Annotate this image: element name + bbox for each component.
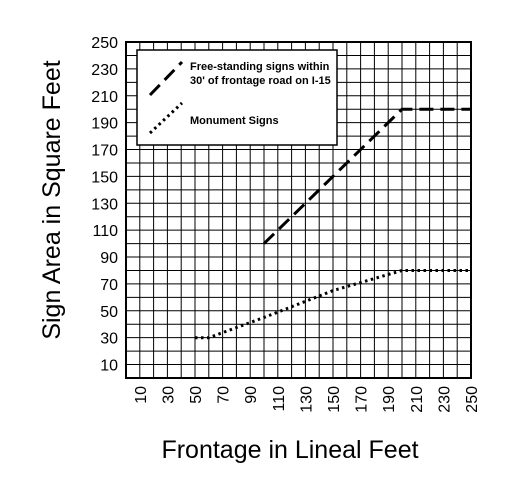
x-tick-label: 150 xyxy=(326,386,343,413)
y-tick-label: 50 xyxy=(100,304,118,321)
y-tick-label: 70 xyxy=(100,277,118,294)
x-tick-label: 90 xyxy=(243,386,260,404)
y-tick-label: 170 xyxy=(91,143,118,160)
x-tick-label: 70 xyxy=(216,386,233,404)
y-tick-label: 110 xyxy=(92,223,118,240)
series-layer xyxy=(195,107,471,340)
y-tick-label: 250 xyxy=(91,35,118,52)
legend-swatch xyxy=(148,101,184,135)
y-tick-labels: 10 30 50 70 90 110 130 150 170 190 210 230 250 xyxy=(91,35,118,375)
x-tick-label: 110 xyxy=(271,386,288,412)
y-tick-label: 10 xyxy=(100,358,118,375)
y-tick-label: 30 xyxy=(100,331,118,348)
x-tick-label: 30 xyxy=(160,386,177,404)
x-tick-label: 250 xyxy=(464,386,481,413)
legend-label: Monument Signs xyxy=(190,115,279,127)
x-tick-label: 210 xyxy=(409,386,426,413)
y-tick-label: 150 xyxy=(91,169,118,186)
x-tick-label: 10 xyxy=(133,386,150,404)
series-line-monument-signs xyxy=(195,269,471,340)
y-tick-label: 210 xyxy=(91,89,118,106)
legend-box xyxy=(136,49,338,146)
legend: Free-standing signs within 30' of frontag… xyxy=(136,49,338,146)
x-tick-label: 130 xyxy=(298,386,315,413)
legend-label: Free-standing signs within 30' of frontag… xyxy=(190,61,331,87)
x-tick-labels: 10 30 50 70 90 110 130 150 170 190 210 230 250 xyxy=(133,386,481,413)
y-tick-label: 130 xyxy=(91,196,118,213)
plot-frame xyxy=(125,41,472,379)
y-axis-title: Sign Area in Square Feet xyxy=(38,60,66,339)
x-tick-label: 170 xyxy=(354,386,371,413)
x-tick-label: 50 xyxy=(188,386,205,404)
x-tick-label: 190 xyxy=(381,386,398,413)
y-tick-label: 190 xyxy=(91,116,118,133)
y-tick-label: 90 xyxy=(100,250,118,267)
x-tick-label: 230 xyxy=(436,386,453,413)
series-line-free-standing-signs xyxy=(262,107,471,245)
x-axis-title: Frontage in Lineal Feet xyxy=(161,436,418,464)
legend-swatch xyxy=(148,60,184,97)
y-tick-label: 230 xyxy=(91,62,118,79)
